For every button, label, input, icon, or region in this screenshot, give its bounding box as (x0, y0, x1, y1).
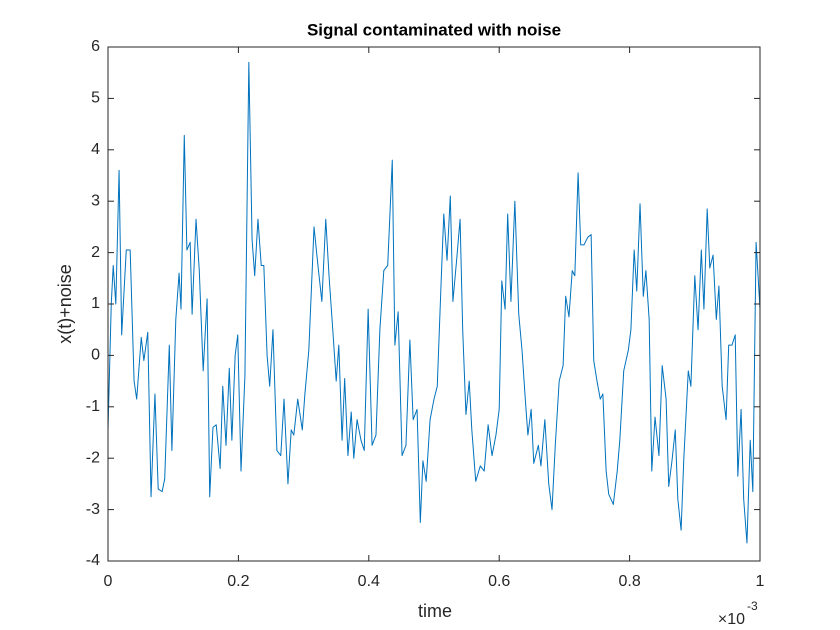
chart-title: Signal contaminated with noise (307, 20, 561, 39)
y-tick-label: -2 (86, 449, 100, 466)
x-tick-label: 0.4 (358, 573, 380, 590)
y-tick-label: 3 (91, 192, 100, 209)
y-tick-label: 4 (91, 141, 100, 158)
y-tick-label: -4 (86, 552, 100, 569)
x-tick-label: 1 (756, 573, 765, 590)
y-tick-label: -1 (86, 398, 100, 415)
x-tick-label: 0.2 (227, 573, 249, 590)
x-tick-label: 0.6 (488, 573, 510, 590)
plot-area (108, 47, 760, 561)
x-multiplier-exponent: -3 (747, 599, 758, 613)
x-tick-label: 0 (104, 573, 113, 590)
x-tick-label: 0.8 (618, 573, 640, 590)
y-tick-label: 0 (91, 347, 100, 364)
x-axis-label: time (418, 601, 452, 621)
y-axis-label: x(t)+noise (55, 264, 75, 344)
y-tick-label: -3 (86, 501, 100, 518)
signal-line (107, 61, 761, 544)
y-tick-label: 6 (91, 38, 100, 55)
x-multiplier-base: ×10 (718, 611, 745, 628)
y-tick-label: 2 (91, 244, 100, 261)
y-tick-label: 1 (91, 295, 100, 312)
y-tick-label: 5 (91, 90, 100, 107)
